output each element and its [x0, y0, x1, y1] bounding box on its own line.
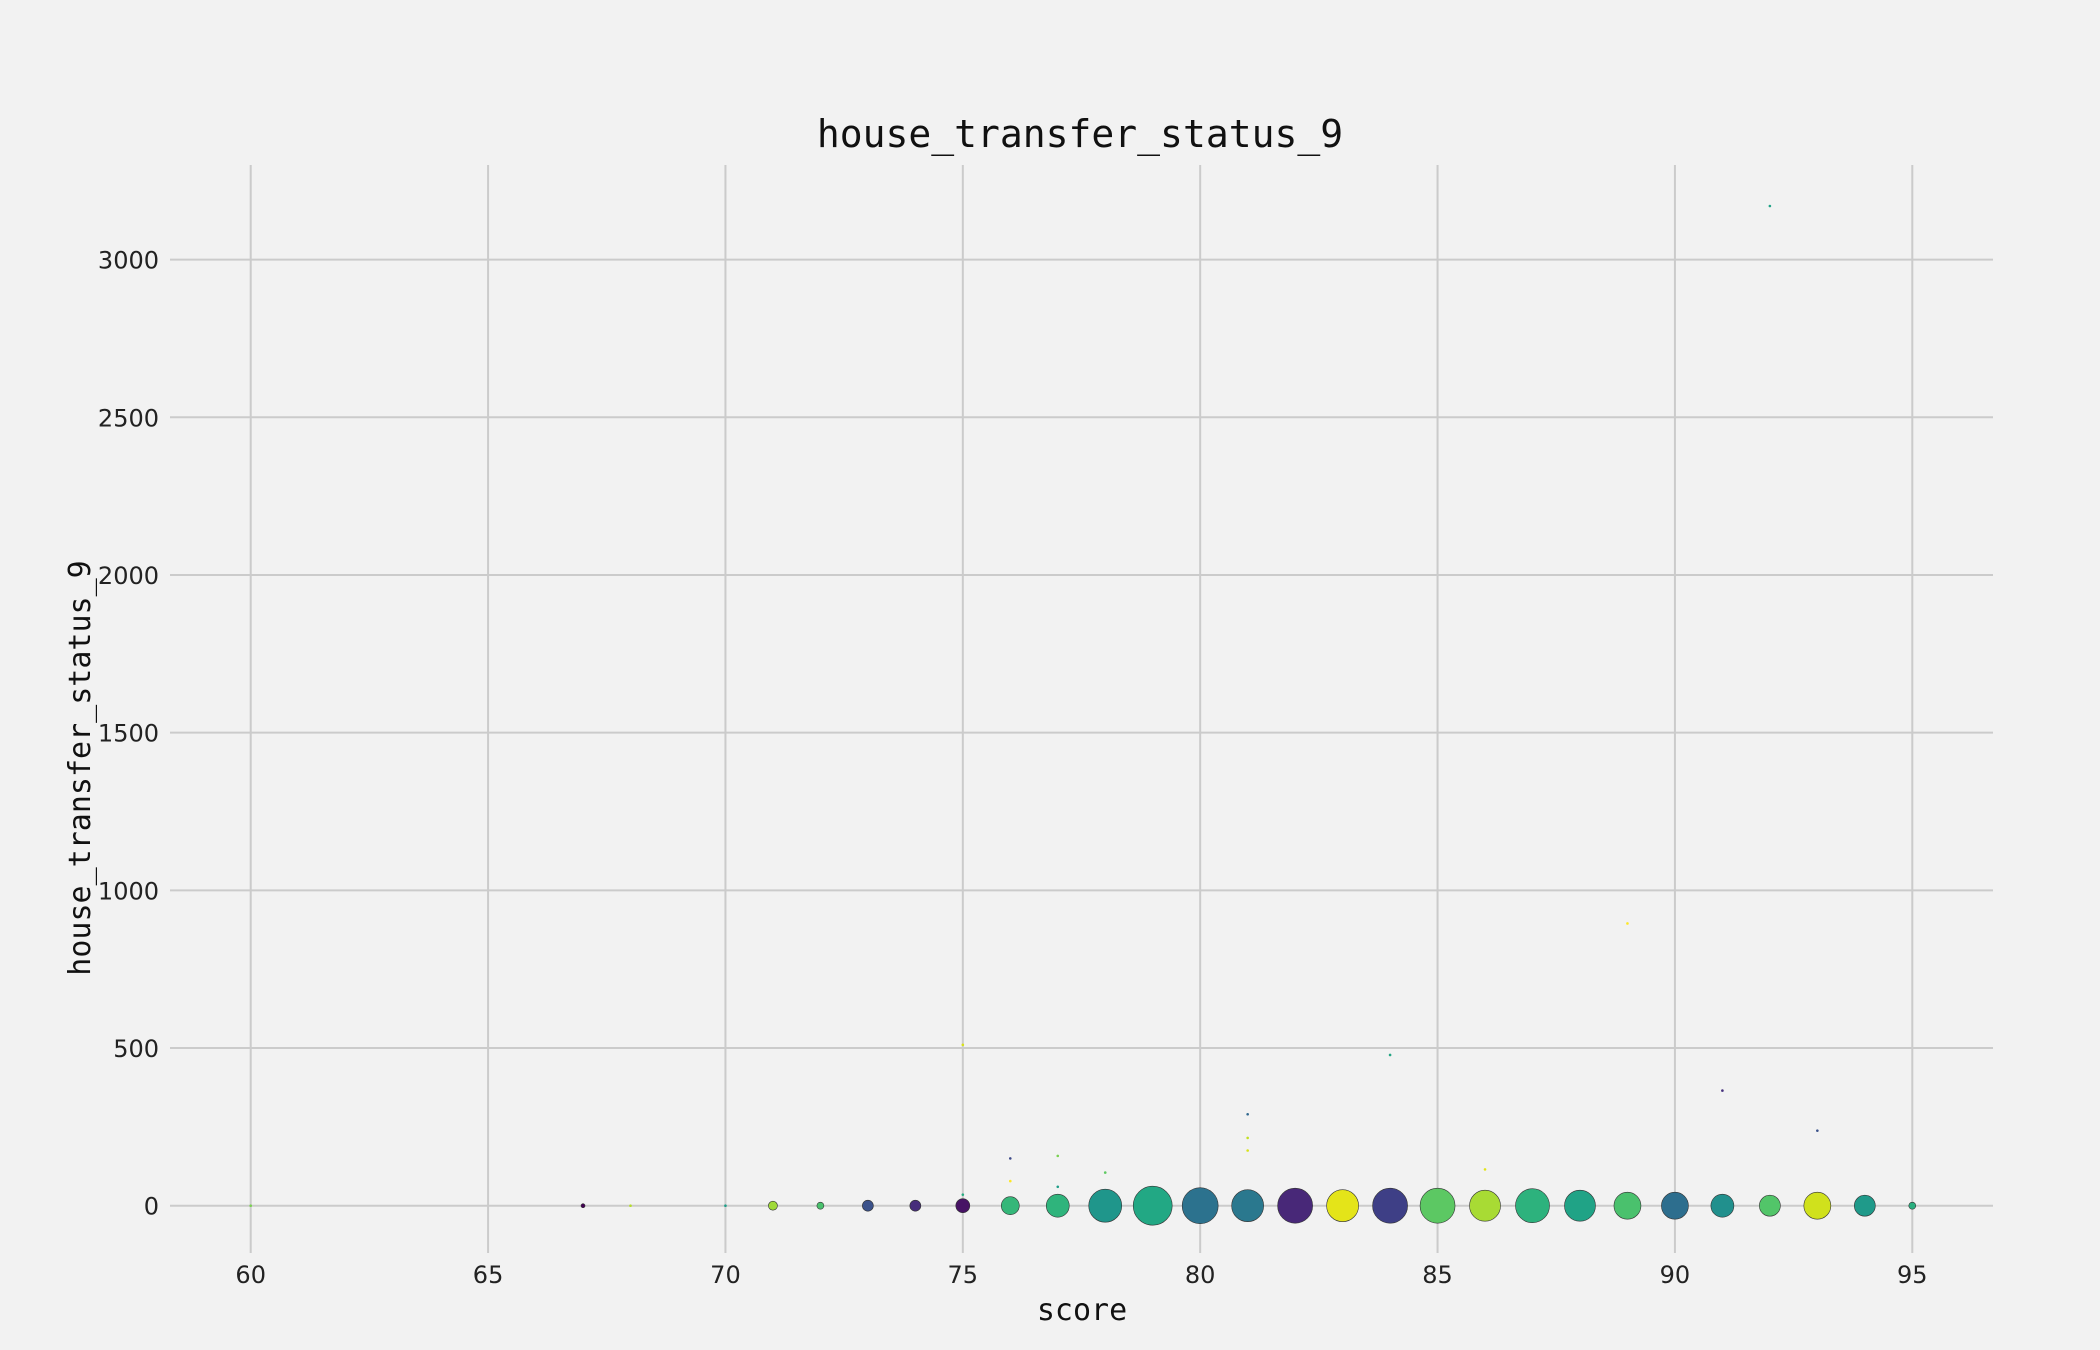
scatter-point: [1564, 1189, 1596, 1222]
scatter-point: [249, 1204, 253, 1207]
x-tick-label: 95: [1897, 1261, 1928, 1289]
scatter-point: [1613, 1191, 1642, 1220]
scatter-point: [1388, 1053, 1392, 1057]
grid: [170, 165, 1993, 1253]
scatter-point: [1000, 1196, 1020, 1215]
scatter-point: [1803, 1191, 1832, 1220]
scatter-point: [1768, 204, 1772, 208]
tick-labels: 60 65 70 75 80 85 90 95 0 500 1000 1500 2000 2500 3000: [98, 247, 1928, 1289]
scatter-point: [955, 1198, 971, 1213]
scatter-point: [1181, 1187, 1219, 1224]
scatter-point: [1246, 1136, 1249, 1140]
scatter-point: [580, 1203, 586, 1208]
data-points: [249, 204, 1917, 1226]
scatter-point: [1816, 1129, 1819, 1132]
scatter-point: [1326, 1189, 1359, 1222]
scatter-point: [961, 1193, 965, 1196]
x-tick-label: 65: [473, 1261, 504, 1289]
chart-title: house_transfer_status_9: [817, 112, 1343, 157]
y-tick-label: 500: [113, 1035, 159, 1063]
y-tick-label: 3000: [98, 247, 159, 275]
scatter-point: [1721, 1089, 1724, 1092]
y-tick-label: 2000: [98, 562, 159, 590]
scatter-point: [768, 1200, 778, 1211]
scatter-point: [1103, 1171, 1107, 1174]
scatter-point: [1132, 1185, 1173, 1226]
x-tick-label: 90: [1660, 1261, 1691, 1289]
scatter-point: [1483, 1168, 1487, 1171]
scatter-point: [1277, 1187, 1313, 1224]
x-tick-label: 60: [235, 1261, 266, 1289]
scatter-point: [1710, 1193, 1735, 1218]
x-axis-label: score: [1037, 1293, 1127, 1328]
scatter-point: [1515, 1188, 1550, 1223]
scatter-point: [629, 1204, 632, 1207]
y-tick-label: 1500: [98, 720, 159, 748]
y-tick-label: 1000: [98, 877, 159, 905]
scatter-point: [1908, 1201, 1917, 1210]
scatter-point: [1056, 1185, 1060, 1189]
y-tick-label: 0: [144, 1193, 159, 1221]
x-tick-label: 80: [1185, 1261, 1216, 1289]
y-axis-label: house_transfer_status_9: [63, 560, 98, 975]
scatter-point: [1759, 1194, 1781, 1217]
x-tick-label: 85: [1422, 1261, 1453, 1289]
y-tick-label: 2500: [98, 404, 159, 432]
scatter-point: [1626, 922, 1629, 925]
scatter-point: [1008, 1157, 1012, 1160]
scatter-point: [1246, 1112, 1249, 1116]
scatter-point: [1419, 1187, 1456, 1224]
scatter-point: [1854, 1194, 1876, 1217]
scatter-point: [816, 1201, 825, 1210]
scatter-point: [961, 1043, 965, 1047]
scatter-point: [1469, 1189, 1501, 1222]
scatter-point: [1056, 1154, 1060, 1158]
x-tick-label: 70: [710, 1261, 741, 1289]
scatter-point: [1231, 1189, 1264, 1222]
x-tick-label: 75: [948, 1261, 979, 1289]
scatter-point: [909, 1199, 922, 1212]
scatter-point: [1246, 1149, 1249, 1152]
scatter-point: [1088, 1188, 1123, 1223]
scatter-point: [724, 1204, 727, 1207]
scatter-point: [1045, 1193, 1070, 1218]
scatter-point: [862, 1199, 874, 1212]
scatter-point: [1372, 1187, 1408, 1224]
scatter-point: [1661, 1191, 1689, 1220]
scatter-point: [1008, 1179, 1012, 1183]
